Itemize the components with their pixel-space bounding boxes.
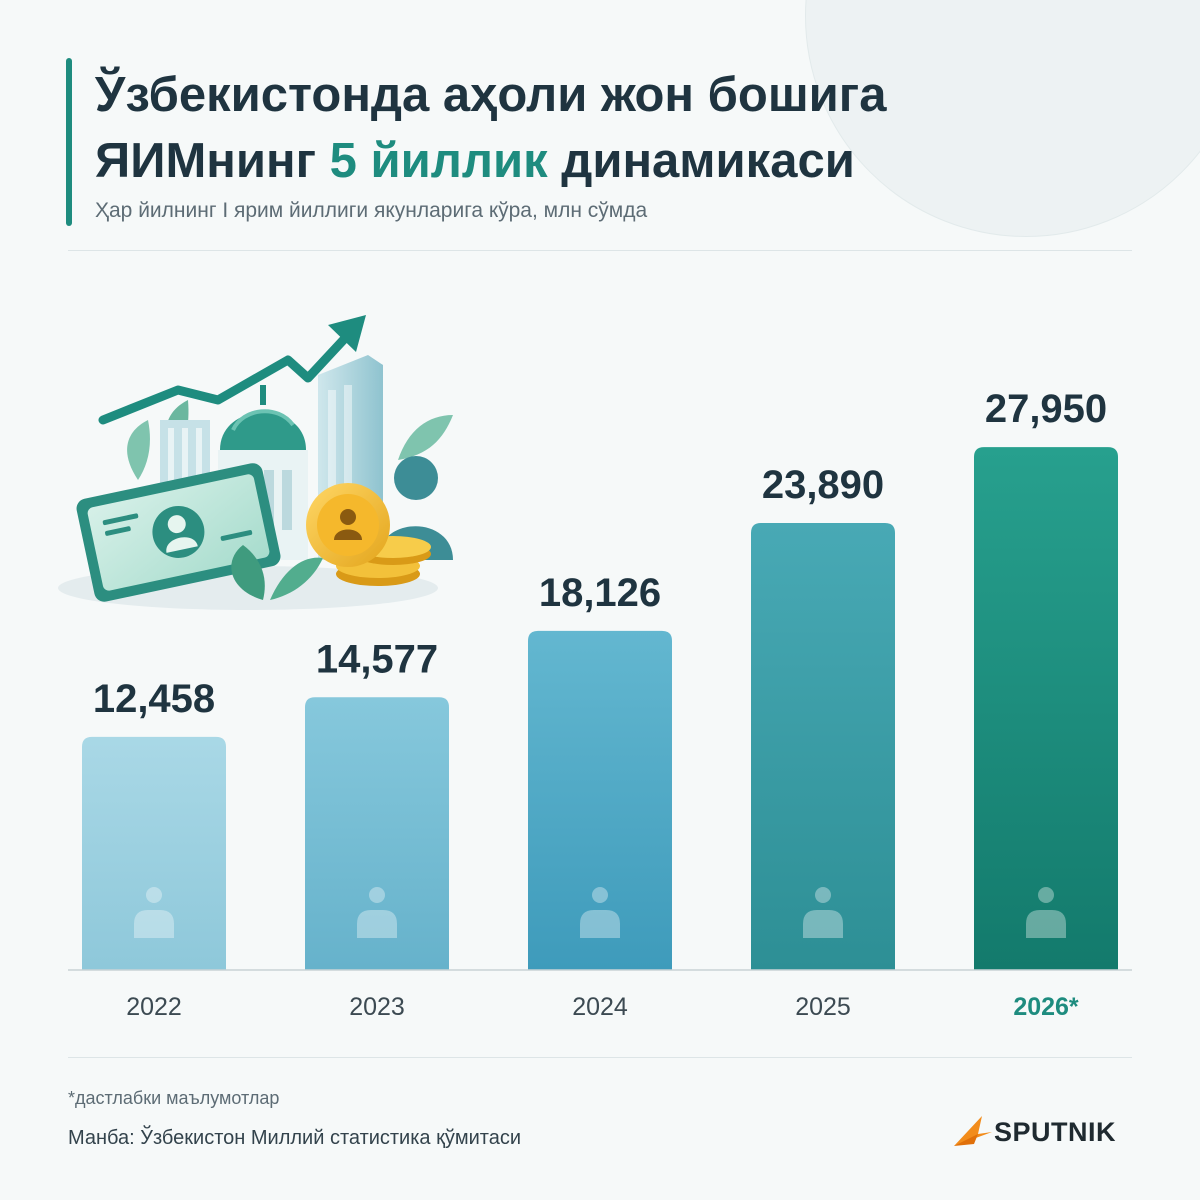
category-label: 2026*: [1013, 993, 1079, 1021]
category-label: 2025: [795, 993, 851, 1021]
brand-name: SPUTNIK: [994, 1116, 1117, 1147]
value-label: 18,126: [539, 571, 661, 615]
bottom-divider: [68, 1057, 1132, 1058]
bars-group: [82, 447, 1118, 970]
sputnik-logo-icon: [954, 1116, 992, 1146]
subtitle: Ҳар йилнинг I ярим йиллиги якунларига кў…: [95, 199, 648, 222]
title-line-2a: ЯИМнинг: [95, 134, 330, 188]
title-highlight: 5 йиллик: [329, 134, 548, 188]
bar-2024: [528, 630, 672, 970]
top-divider: [68, 250, 1132, 251]
page-title: Ўзбекистонда аҳоли жон бошига ЯИМнинг 5 …: [95, 62, 1055, 194]
person-icon: [803, 887, 843, 938]
title-line-1: Ўзбекистонда аҳоли жон бошига: [95, 68, 887, 122]
bar-2022: [82, 736, 226, 970]
source-text: Манба: Ўзбекистон Миллий статистика қўми…: [68, 1127, 521, 1149]
value-label: 27,950: [985, 387, 1107, 431]
person-icon: [1026, 887, 1066, 938]
category-label: 2024: [572, 993, 628, 1021]
value-label: 23,890: [762, 463, 884, 507]
title-line-2b: динамикаси: [547, 134, 855, 188]
person-icon: [580, 887, 620, 938]
economy-growth-illustration: [58, 315, 453, 610]
sputnik-logo: SPUTNIK: [952, 1112, 1142, 1152]
person-icon: [134, 887, 174, 938]
bar-2023: [305, 697, 449, 970]
bar-2026*: [974, 447, 1118, 970]
value-label: 12,458: [93, 677, 215, 721]
value-label: 14,577: [316, 637, 438, 681]
title-accent-bar: [66, 58, 72, 226]
footnote: *дастлабки маълумотлар: [68, 1088, 280, 1108]
category-label: 2022: [126, 993, 182, 1021]
labels-group: 12,458 2022 14,577 2023 18,126 2024 23,890 2025…: [93, 387, 1107, 1021]
person-icon: [357, 887, 397, 938]
category-label: 2023: [349, 993, 405, 1021]
bar-2025: [751, 523, 895, 970]
